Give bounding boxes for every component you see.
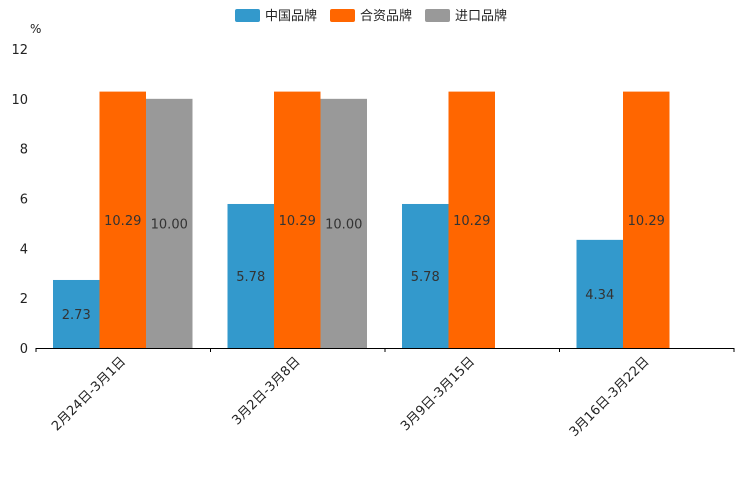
bar-1-1[interactable]	[274, 91, 321, 349]
data-label-0-1: 5.78	[236, 270, 265, 285]
x-category-label-2: 3月9日-3月15日	[398, 354, 478, 434]
data-label-1-0: 10.29	[104, 214, 141, 229]
bar-0-2[interactable]	[402, 203, 449, 348]
x-category-label-3: 3月16日-3月22日	[567, 354, 653, 440]
x-category-label-1: 3月2日-3月8日	[229, 354, 303, 428]
bar-1-0[interactable]	[99, 91, 147, 349]
y-tick-label-0: 0	[20, 342, 28, 357]
bar-0-3[interactable]	[576, 239, 624, 348]
legend-label-1[interactable]: 合资品牌	[360, 8, 412, 24]
bar-1-2[interactable]	[448, 91, 496, 349]
bar-2-1[interactable]	[320, 98, 368, 348]
data-label-1-2: 10.29	[453, 214, 490, 229]
legend-swatch-2[interactable]	[425, 9, 450, 22]
y-tick-label-2: 4	[20, 242, 28, 257]
x-category-label-0: 2月24日-3月1日	[49, 354, 129, 434]
legend-label-2[interactable]: 进口品牌	[455, 8, 507, 24]
data-label-0-0: 2.73	[62, 308, 91, 323]
data-label-2-0: 10.00	[151, 217, 188, 232]
y-tick-label-3: 6	[20, 193, 28, 208]
bar-0-0[interactable]	[53, 279, 100, 348]
data-label-1-1: 10.29	[279, 214, 316, 229]
y-tick-label-4: 8	[20, 143, 28, 158]
data-label-0-3: 4.34	[585, 288, 614, 303]
legend-swatch-1[interactable]	[330, 9, 355, 22]
bar-0-1[interactable]	[227, 203, 275, 348]
data-label-2-1: 10.00	[325, 217, 362, 232]
y-tick-label-6: 12	[11, 43, 28, 58]
bar-1-3[interactable]	[623, 91, 670, 349]
data-label-1-3: 10.29	[628, 214, 665, 229]
y-tick-label-5: 10	[11, 93, 28, 108]
data-label-0-2: 5.78	[411, 270, 440, 285]
legend-swatch-0[interactable]	[235, 9, 260, 22]
bar-2-0[interactable]	[146, 98, 193, 348]
y-axis-unit-label: %	[30, 22, 41, 36]
y-tick-label-1: 2	[20, 292, 28, 307]
legend-label-0[interactable]: 中国品牌	[265, 8, 317, 24]
